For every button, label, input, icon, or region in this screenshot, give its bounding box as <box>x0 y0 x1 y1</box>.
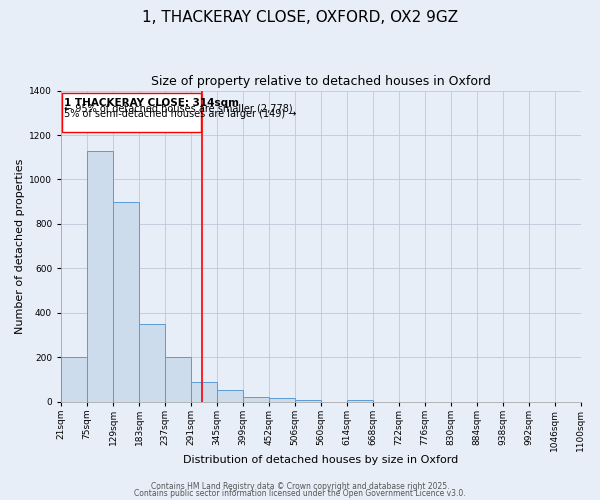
Bar <box>295 400 320 402</box>
Bar <box>243 398 269 402</box>
Bar <box>347 400 373 402</box>
Bar <box>113 202 139 402</box>
Text: 1, THACKERAY CLOSE, OXFORD, OX2 9GZ: 1, THACKERAY CLOSE, OXFORD, OX2 9GZ <box>142 10 458 25</box>
Bar <box>87 150 113 402</box>
Text: 1 THACKERAY CLOSE: 314sqm: 1 THACKERAY CLOSE: 314sqm <box>64 98 239 108</box>
Text: Contains public sector information licensed under the Open Government Licence v3: Contains public sector information licen… <box>134 490 466 498</box>
Bar <box>165 358 191 402</box>
Bar <box>191 382 217 402</box>
Text: Contains HM Land Registry data © Crown copyright and database right 2025.: Contains HM Land Registry data © Crown c… <box>151 482 449 491</box>
Y-axis label: Number of detached properties: Number of detached properties <box>15 158 25 334</box>
Text: 5% of semi-detached houses are larger (149) →: 5% of semi-detached houses are larger (1… <box>64 109 296 119</box>
Text: ← 95% of detached houses are smaller (2,778): ← 95% of detached houses are smaller (2,… <box>64 104 293 114</box>
X-axis label: Distribution of detached houses by size in Oxford: Distribution of detached houses by size … <box>183 455 458 465</box>
Bar <box>217 390 243 402</box>
FancyBboxPatch shape <box>62 93 201 132</box>
Bar <box>269 398 295 402</box>
Bar <box>139 324 165 402</box>
Title: Size of property relative to detached houses in Oxford: Size of property relative to detached ho… <box>151 75 491 88</box>
Bar <box>61 358 87 402</box>
